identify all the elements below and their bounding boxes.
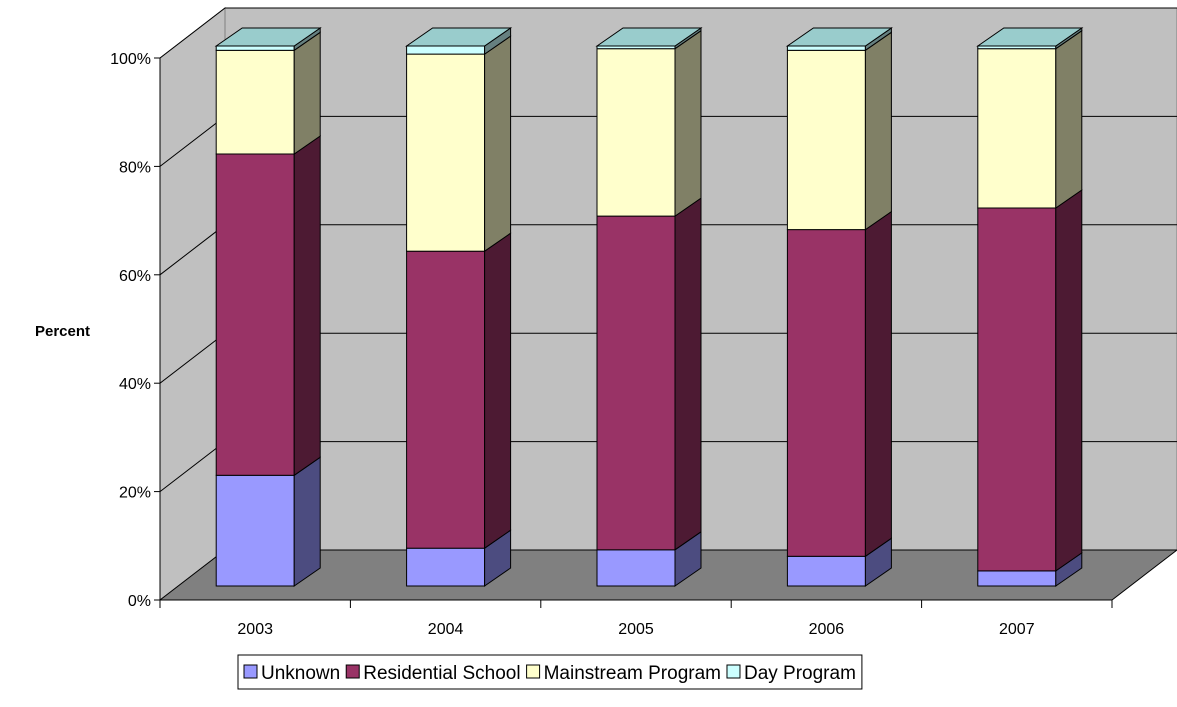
bar-top-face bbox=[785, 27, 894, 47]
x-category-labels: 2003 2004 2005 2006 2007 bbox=[237, 621, 1034, 638]
bar-segment-front bbox=[215, 49, 295, 155]
legend-label: Day Program bbox=[744, 663, 856, 684]
bar-segment bbox=[215, 456, 321, 587]
bar-segment bbox=[786, 537, 892, 587]
gridline bbox=[159, 7, 1177, 59]
x-category-label: 2003 bbox=[237, 621, 273, 638]
bar-2007 bbox=[976, 27, 1084, 587]
bar-segment-side bbox=[674, 29, 702, 218]
y-axis-label: Percent bbox=[35, 323, 90, 340]
bar-segment bbox=[977, 189, 1083, 572]
bar-segment-side bbox=[293, 31, 321, 155]
bar-top-face bbox=[404, 27, 513, 47]
bar-top-face bbox=[976, 27, 1084, 47]
y-tick-label: 20% bbox=[119, 485, 151, 502]
legend-label: Unknown bbox=[261, 663, 340, 684]
x-category-label: 2005 bbox=[618, 621, 654, 638]
x-category-label: 2004 bbox=[428, 621, 464, 638]
y-tick-label: 100% bbox=[110, 51, 151, 68]
bar-segment-front bbox=[786, 555, 866, 587]
bar-segment-side bbox=[1055, 29, 1083, 209]
y-tick-labels: 0% 20% 40% 60% 80% 100% bbox=[110, 51, 151, 610]
bars bbox=[214, 27, 1084, 587]
bar-2003 bbox=[214, 27, 322, 587]
bar-segment-front bbox=[786, 49, 866, 231]
bar-segment-front bbox=[596, 48, 676, 217]
bar-segment-front bbox=[406, 45, 486, 55]
bar-segment bbox=[406, 35, 512, 253]
legend-box bbox=[237, 654, 863, 690]
bar-segment bbox=[215, 31, 321, 155]
bar-segment-front bbox=[215, 474, 295, 587]
bar-segment bbox=[406, 232, 512, 550]
legend-label: Residential School bbox=[363, 663, 520, 684]
legend-item: Day Program bbox=[726, 663, 856, 684]
bar-segment-side bbox=[484, 35, 512, 253]
bar-segment-side bbox=[864, 210, 892, 558]
bar-segment-side bbox=[293, 456, 321, 587]
legend-label: Mainstream Program bbox=[544, 663, 721, 684]
bar-segment-front bbox=[596, 549, 676, 587]
y-tick-label: 0% bbox=[128, 593, 151, 610]
bar-segment-front bbox=[977, 570, 1057, 587]
bar-segment-front bbox=[977, 207, 1057, 572]
bar-top-face bbox=[214, 27, 322, 47]
x-category-label: 2006 bbox=[809, 621, 845, 638]
bar-2006 bbox=[785, 27, 894, 587]
axes bbox=[154, 57, 1113, 608]
bar-segment bbox=[786, 210, 892, 558]
bar-segment bbox=[596, 197, 702, 551]
bar-segment-front bbox=[786, 229, 866, 557]
legend-swatch bbox=[345, 664, 360, 679]
bar-segment-front bbox=[215, 153, 295, 476]
bar-segment-front bbox=[406, 53, 486, 252]
bar-segment-side bbox=[484, 232, 512, 550]
legend-swatch bbox=[243, 664, 258, 679]
bar-2005 bbox=[595, 27, 703, 587]
bar-segment bbox=[596, 29, 702, 218]
bar-top-face bbox=[595, 27, 703, 47]
bar-segment-side bbox=[864, 31, 892, 231]
y-tick-label: 80% bbox=[119, 159, 151, 176]
bar-segment-front bbox=[786, 45, 866, 51]
legend-item: Mainstream Program bbox=[526, 663, 721, 684]
side-wall bbox=[159, 6, 226, 602]
bar-segment-front bbox=[215, 45, 295, 51]
x-category-label: 2007 bbox=[999, 621, 1035, 638]
y-tick-label: 40% bbox=[119, 376, 151, 393]
bar-2004 bbox=[404, 27, 513, 587]
bar-segment-side bbox=[674, 197, 702, 551]
legend-swatch bbox=[526, 664, 541, 679]
legend: Unknown Residential School Mainstream Prog… bbox=[237, 654, 863, 690]
y-tick-label: 60% bbox=[119, 268, 151, 285]
bar-segment bbox=[786, 31, 892, 231]
legend-item: Residential School bbox=[345, 663, 521, 684]
bar-segment-side bbox=[1055, 189, 1083, 572]
bar-segment bbox=[215, 135, 321, 477]
bar-segment-front bbox=[977, 48, 1057, 209]
bar-segment-side bbox=[293, 135, 321, 477]
legend-swatch bbox=[726, 664, 741, 679]
bar-segment bbox=[977, 29, 1083, 209]
legend-item: Unknown bbox=[243, 663, 340, 684]
bar-segment-front bbox=[406, 250, 486, 549]
bar-segment-front bbox=[596, 215, 676, 551]
bar-segment-front bbox=[406, 547, 486, 587]
